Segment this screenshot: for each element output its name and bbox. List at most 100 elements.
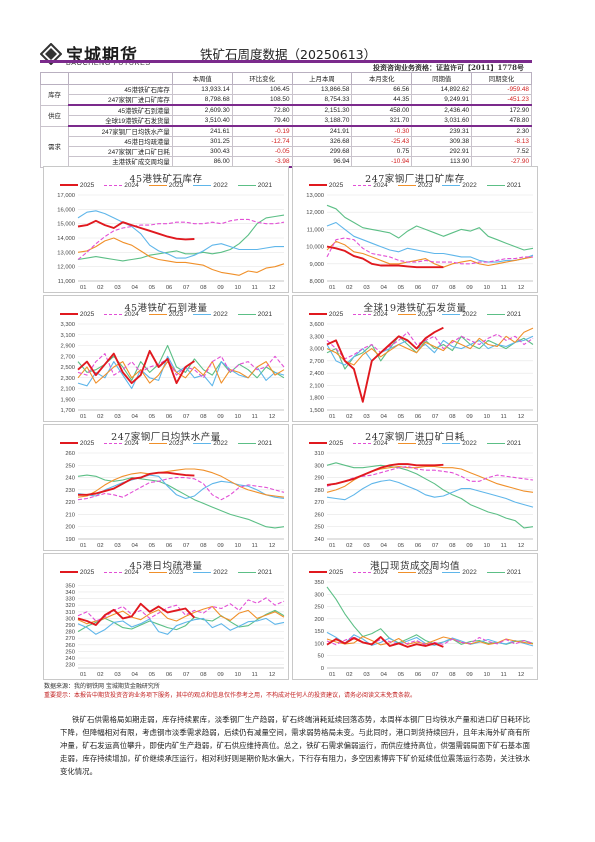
- legend-item: 2022: [193, 569, 228, 576]
- x-tick-label: 05: [149, 414, 155, 420]
- chart-title: 45港铁矿石到港量: [124, 303, 208, 314]
- y-tick-label: 330: [65, 597, 75, 603]
- x-tick-label: 12: [269, 672, 275, 678]
- x-tick-label: 11: [252, 543, 258, 549]
- legend-item: 2021: [486, 440, 521, 447]
- y-tick-label: 200: [65, 525, 75, 531]
- x-tick-label: 11: [501, 672, 507, 678]
- x-tick-label: 03: [363, 672, 369, 678]
- chart-plot: 1,700 1,900 2,100 2,300 2,500 2,700 2,900 3,100…: [60, 322, 285, 420]
- x-tick-label: 10: [484, 543, 490, 549]
- series-line-2024: [77, 218, 285, 260]
- legend-label: 2022: [213, 311, 228, 318]
- legend-swatch: [104, 571, 123, 573]
- x-tick-label: 04: [132, 414, 139, 420]
- y-tick-label: 320: [65, 603, 75, 609]
- legend-item: 2021: [237, 311, 273, 318]
- legend-item: 2025: [308, 182, 344, 189]
- series-line-2023: [326, 327, 534, 366]
- x-tick-label: 07: [183, 543, 189, 549]
- legend-item: 2021: [237, 440, 272, 447]
- table-cell: 172.90: [471, 104, 532, 116]
- x-tick-label: 02: [97, 543, 103, 549]
- x-tick-label: 12: [518, 414, 524, 420]
- y-tick-label: 220: [65, 500, 75, 506]
- table-row-label: 247家钢厂进口矿库存: [67, 94, 173, 106]
- legend-label: 2025: [328, 182, 344, 189]
- table-row: 全球19港铁矿石发货量 3,510.40 79.40 3,188.70 321.70 3,…: [41, 115, 532, 127]
- legend-label: 2023: [417, 182, 433, 189]
- x-tick-label: 09: [466, 672, 472, 678]
- legend-item: 2025: [59, 311, 94, 318]
- x-tick-label: 11: [252, 414, 258, 420]
- legend-swatch: [442, 313, 461, 315]
- y-tick-label: 9,000: [309, 262, 324, 268]
- legend-label: 2025: [328, 440, 344, 447]
- chart-plot: 8,000 9,000 10,000 11,000 12,000 13,000 01 02 03…: [306, 193, 534, 291]
- legend-item: 2023: [148, 569, 183, 576]
- x-tick-label: 02: [346, 543, 352, 549]
- y-tick-label: 2,100: [309, 383, 324, 389]
- series-line-2022: [77, 210, 284, 259]
- legend-item: 2022: [193, 311, 228, 318]
- x-tick-label: 01: [329, 543, 335, 549]
- chart-panel-ore-consumption: 247家钢厂进口矿日耗 2025 2024 2023 2022 2021 240 250 260…: [292, 424, 538, 551]
- legend-label: 2024: [373, 569, 388, 576]
- legend-swatch: [237, 571, 256, 573]
- x-tick-label: 09: [466, 543, 472, 549]
- chart-title: 全球19港铁矿石发货量: [363, 303, 467, 314]
- x-tick-label: 09: [217, 285, 223, 291]
- x-tick-label: 03: [114, 543, 120, 549]
- chart-plot: 190 200 210 220 230 240 250 260 01 02 03 04 05 06 07 08…: [65, 451, 285, 549]
- chart-legend: 2025 2024 2023 2022 2021: [293, 569, 537, 578]
- y-tick-label: 300: [65, 616, 75, 622]
- x-tick-label: 05: [398, 414, 404, 420]
- legend-item: 2024: [353, 311, 388, 318]
- table-cell: -0.19: [231, 125, 293, 137]
- y-tick-label: 260: [65, 643, 75, 649]
- series-line-2025: [77, 349, 195, 385]
- series-line-2022: [326, 479, 534, 508]
- series-line-2024: [326, 237, 533, 265]
- table-cell: 2.30: [471, 125, 532, 137]
- series-line-2024: [326, 331, 534, 360]
- x-tick-label: 04: [132, 285, 139, 291]
- legend-label: 2023: [417, 440, 433, 447]
- legend-swatch: [442, 184, 461, 186]
- logo-mark-icon: [40, 43, 62, 65]
- legend-label: 2021: [257, 311, 273, 318]
- series-line-2022: [77, 617, 285, 635]
- legend-swatch: [59, 571, 78, 574]
- x-tick-label: 09: [466, 414, 472, 420]
- x-tick-label: 11: [501, 543, 507, 549]
- y-tick-label: 2,700: [309, 359, 324, 365]
- table-cell: -12.74: [231, 136, 293, 147]
- legend-label: 2025: [328, 311, 344, 318]
- x-tick-label: 07: [432, 672, 438, 678]
- y-tick-label: 260: [314, 512, 324, 518]
- legend-item: 2022: [193, 182, 228, 189]
- y-tick-label: 2,400: [309, 371, 324, 377]
- table-cell: 13,866.58: [291, 84, 353, 95]
- x-tick-label: 10: [484, 285, 490, 291]
- y-tick-label: 2,100: [60, 387, 75, 393]
- legend-label: 2022: [213, 440, 228, 447]
- table-cell: 2,151.30: [291, 104, 353, 116]
- series-line-2023: [77, 468, 285, 498]
- x-tick-label: 11: [501, 285, 507, 291]
- x-tick-label: 08: [200, 285, 206, 291]
- legend-item: 2022: [442, 311, 477, 318]
- legend-item: 2025: [59, 182, 94, 189]
- table-cell: 14,892.62: [411, 84, 473, 95]
- chart-legend: 2025 2024 2023 2022 2021: [44, 440, 288, 449]
- series-line-2021: [326, 204, 534, 251]
- y-tick-label: 100: [314, 641, 324, 647]
- x-tick-label: 05: [149, 285, 155, 291]
- table-header-cell: 上月本周: [291, 72, 353, 85]
- legend-swatch: [148, 442, 167, 444]
- legend-label: 2024: [373, 182, 388, 189]
- series-line-2021: [77, 609, 285, 633]
- legend-label: 2022: [462, 569, 477, 576]
- y-tick-label: 340: [65, 590, 75, 596]
